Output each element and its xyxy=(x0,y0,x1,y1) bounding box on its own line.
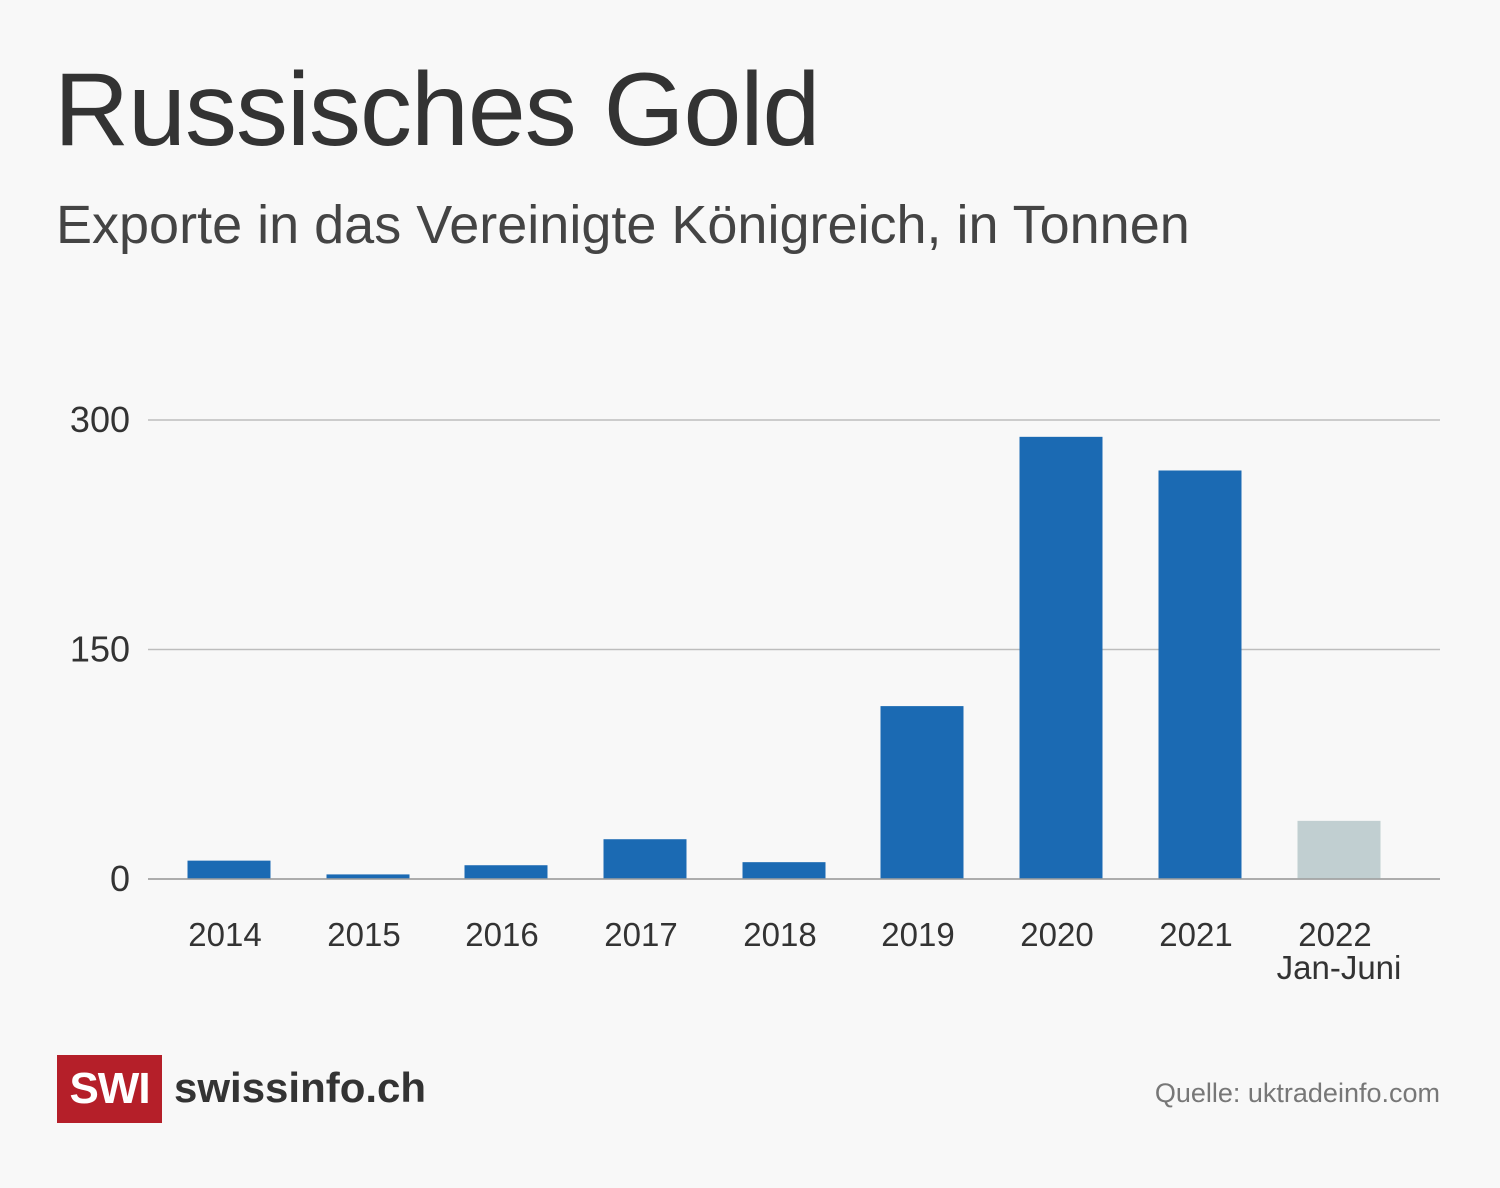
source-note: Quelle: uktradeinfo.com xyxy=(1154,1078,1440,1108)
x-tick-label-2018: 2018 xyxy=(743,916,816,953)
x-tick-label-2014: 2014 xyxy=(188,916,261,953)
swissinfo-logo-text: swissinfo.ch xyxy=(174,1064,427,1111)
bar-2020 xyxy=(1019,436,1103,879)
chart-title: Russisches Gold xyxy=(54,52,820,168)
bar-2018 xyxy=(742,862,826,879)
x-tick-label-2020: 2020 xyxy=(1020,916,1093,953)
bar-2021 xyxy=(1158,470,1242,879)
x-tick-label-2021: 2021 xyxy=(1159,916,1232,953)
y-tick-label-300: 300 xyxy=(70,399,130,440)
x-tick-sublabel-2022: Jan-Juni xyxy=(1277,949,1402,986)
bar-2015 xyxy=(326,874,410,879)
x-tick-label-2019: 2019 xyxy=(881,916,954,953)
x-tick-label-2016: 2016 xyxy=(465,916,538,953)
chart-subtitle: Exporte in das Vereinigte Königreich, in… xyxy=(56,195,1190,255)
bar-2016 xyxy=(464,865,548,879)
x-tick-label-2017: 2017 xyxy=(604,916,677,953)
bar-2022 xyxy=(1297,820,1381,879)
swi-logo-mark: SWI xyxy=(57,1055,162,1123)
y-tick-label-150: 150 xyxy=(70,629,130,670)
y-tick-label-0: 0 xyxy=(110,858,130,899)
x-tick-label-2015: 2015 xyxy=(327,916,400,953)
bar-2014 xyxy=(187,860,271,879)
bar-2019 xyxy=(880,706,964,879)
bar-2017 xyxy=(603,839,687,879)
x-tick-label-2022: 2022 xyxy=(1298,916,1371,953)
